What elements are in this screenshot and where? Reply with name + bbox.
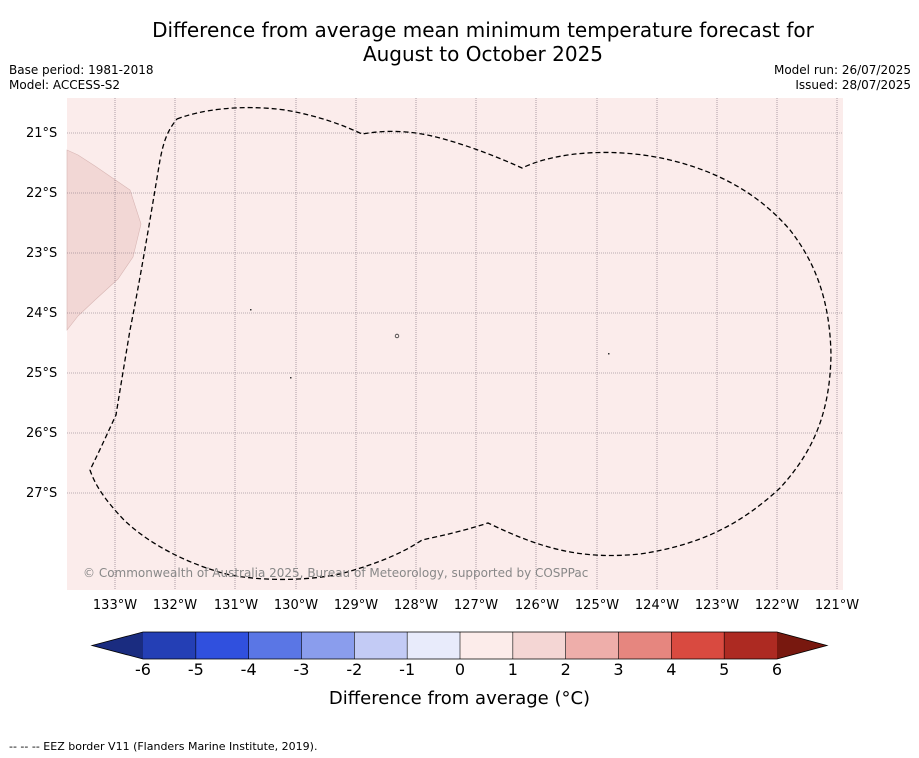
colorbar-tick-label: -4 [240,660,257,679]
colorbar-segment [724,632,778,659]
colorbar-tick-label: 3 [613,660,624,679]
base-period-text: Base period: 1981-2018 [9,63,154,77]
colorbar-extend-high [777,632,827,659]
colorbar-tick-label: -3 [293,660,310,679]
lon-label: 129°W [333,598,379,613]
colorbar-segment [618,632,672,659]
colorbar-tick-label: 6 [771,660,783,679]
colorbar-segment [460,632,514,659]
meta-right: Model run: 26/07/2025 Issued: 28/07/2025 [774,63,911,93]
colorbar-outline [90,631,829,660]
colorbar-tick-label: -5 [187,660,204,679]
footnote: -- -- -- EEZ border V11 (Flanders Marine… [9,740,318,753]
lon-label: 123°W [694,598,740,613]
lat-label: 27°S [26,486,58,501]
colorbar-segment [248,632,302,659]
colorbar-extend-low [92,632,143,659]
title-line-1: Difference from average mean minimum tem… [152,18,814,42]
colorbar-segment [407,632,461,659]
lon-label: 124°W [634,598,680,613]
lon-label: 128°W [393,598,439,613]
colorbar-tick-label: 1 [507,660,518,679]
colorbar [90,631,829,660]
lon-label: 125°W [574,598,620,613]
lon-label: 127°W [453,598,499,613]
lat-label: 21°S [26,126,58,141]
lon-label: 133°W [92,598,138,613]
colorbar-segment [143,632,197,659]
lat-label: 22°S [26,186,58,201]
colorbar-segment [565,632,619,659]
colorbar-tick-label: 2 [560,660,571,679]
model-run-text: Model run: 26/07/2025 [773,63,911,77]
lon-gridlines [114,98,838,590]
copyright-text: © Commonwealth of Australia 2025, Bureau… [83,566,588,580]
lat-label: 26°S [26,426,58,441]
colorbar-tick-label: -1 [399,660,416,679]
model-text: Model: ACCESS-S2 [9,78,121,92]
anomaly-patch [66,149,142,331]
lon-label: 122°W [754,598,800,613]
issued-text: Issued: 28/07/2025 [795,78,911,92]
lat-label: 23°S [26,246,58,261]
small-islands [250,309,610,379]
colorbar-segment [301,632,355,659]
lon-label: 126°W [514,598,560,613]
colorbar-segment [354,632,408,659]
lat-gridlines [67,132,843,494]
lon-label: 121°W [814,598,860,613]
lon-label: 130°W [273,598,319,613]
meta-left: Base period: 1981-2018 Model: ACCESS-S2 [9,63,154,93]
lon-label: 132°W [152,598,198,613]
colorbar-tick-label: 4 [666,660,677,679]
colorbar-segment [512,632,567,659]
map-background [67,98,843,590]
lat-label: 24°S [26,306,58,321]
map-title: Difference from average mean minimum tem… [0,18,919,66]
colorbar-segment [195,632,250,659]
lat-label: 25°S [26,366,58,381]
colorbar-segment [671,632,725,659]
colorbar-tick-label: -2 [346,660,363,679]
lon-label: 131°W [213,598,259,613]
colorbar-tick-label: 0 [454,660,466,679]
title-line-2: August to October 2025 [362,42,604,66]
colorbar-tick-label: 5 [719,660,730,679]
colorbar-label: Difference from average (°C) [328,688,591,709]
colorbar-tick-label: -6 [135,660,151,679]
